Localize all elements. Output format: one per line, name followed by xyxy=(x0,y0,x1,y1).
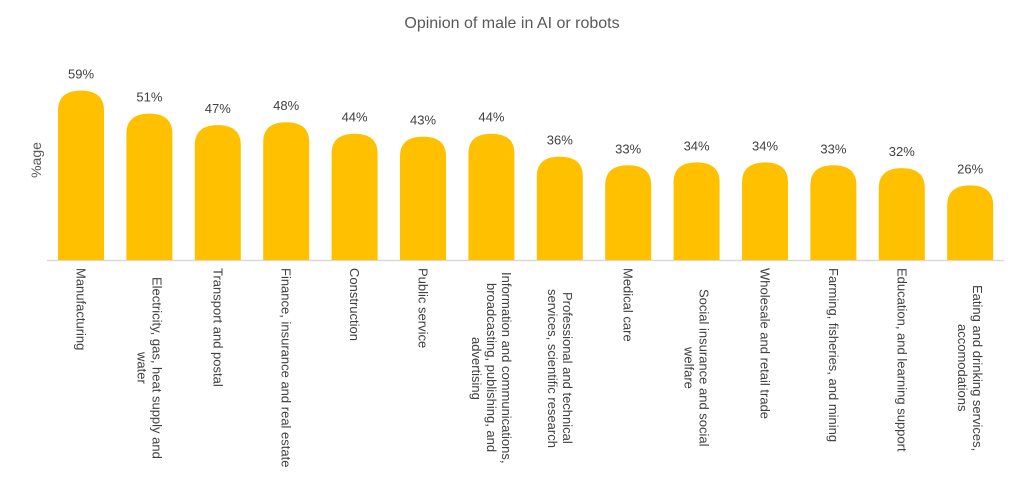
x-tick-label: Education, and learning support xyxy=(894,268,910,452)
bar xyxy=(947,185,994,260)
bar xyxy=(742,162,788,260)
bar xyxy=(810,165,857,260)
x-tick-label: Information and communications, broadcas… xyxy=(468,272,514,464)
bar xyxy=(126,113,173,260)
data-label: 48% xyxy=(273,98,299,113)
data-label: 34% xyxy=(684,138,710,153)
x-tick-label: Farming, fisheries, and mining xyxy=(825,268,841,443)
x-tick-label: Transport and postal xyxy=(210,268,226,387)
bar xyxy=(58,90,104,260)
bar xyxy=(605,165,652,260)
x-tick-label: Social insurance and social welfare xyxy=(681,289,712,447)
bar xyxy=(468,133,515,260)
bar xyxy=(194,125,241,260)
x-tick-label: Construction xyxy=(347,268,363,341)
bar xyxy=(331,133,378,260)
chart-title: Opinion of male in AI or robots xyxy=(404,15,620,32)
x-tick-label: Public service xyxy=(415,268,431,349)
x-tick-label: Manufacturing xyxy=(73,268,89,351)
data-label: 33% xyxy=(615,141,641,156)
x-tick-label: Professional and technical services, sci… xyxy=(544,288,575,448)
bar xyxy=(673,162,720,260)
data-label: 33% xyxy=(820,141,846,156)
bar xyxy=(536,156,583,260)
data-label: 59% xyxy=(68,67,94,82)
x-tick-label: Wholesale and retail trade xyxy=(757,268,773,420)
bar xyxy=(878,168,925,260)
data-label: 32% xyxy=(889,144,915,159)
bar xyxy=(263,122,310,261)
x-tick-label: Eating and drinking services, accomodati… xyxy=(955,284,986,452)
x-tick-label: Medical care xyxy=(620,268,636,342)
data-label: 47% xyxy=(205,101,231,116)
data-label: 51% xyxy=(136,90,162,105)
x-tick-label: Electricity, gas, heat supply and water xyxy=(134,277,165,459)
bar xyxy=(400,136,446,260)
data-label: 26% xyxy=(957,161,983,176)
data-label: 34% xyxy=(752,138,778,153)
data-label: 44% xyxy=(342,110,368,125)
data-label: 44% xyxy=(478,110,504,125)
x-tick-label: Finance, insurance and real estate xyxy=(278,268,294,468)
data-label: 36% xyxy=(547,133,573,148)
data-label: 43% xyxy=(410,113,436,128)
